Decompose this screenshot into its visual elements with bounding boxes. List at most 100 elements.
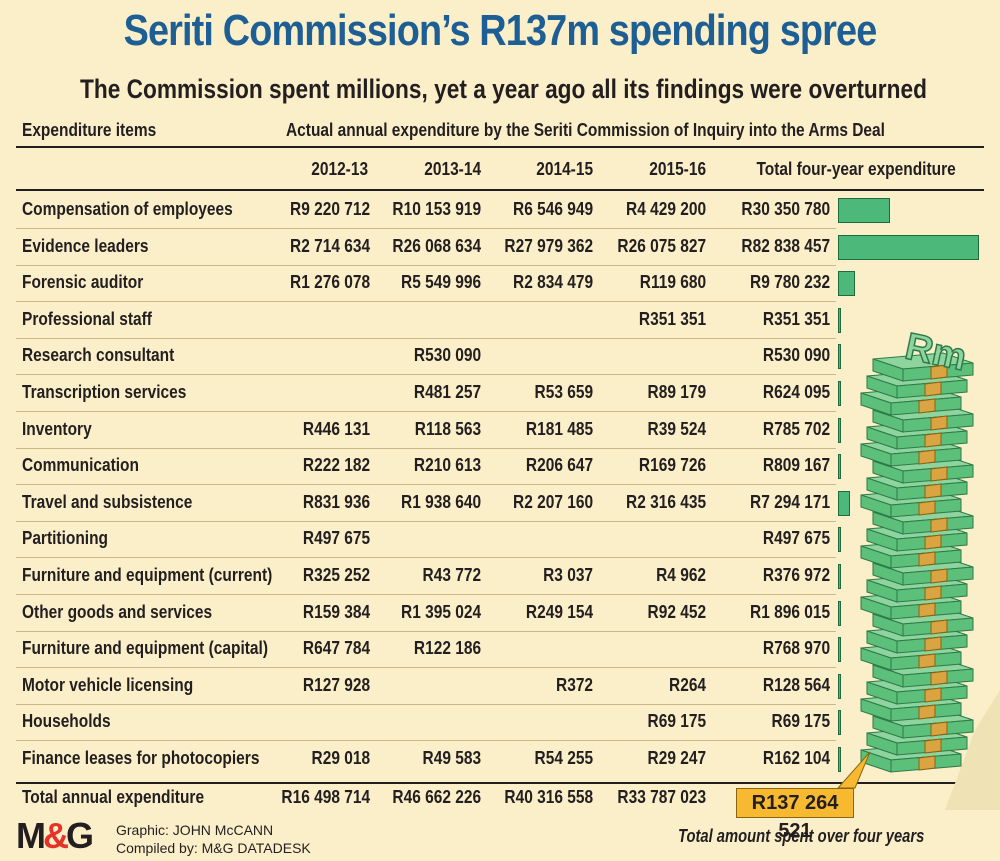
cell-total: R9 780 232 <box>749 272 830 293</box>
total-2012: R16 498 714 <box>281 787 370 807</box>
cell-2013: R481 257 <box>413 382 481 402</box>
cell-2013: R5 549 996 <box>400 272 481 293</box>
cell-2012: R647 784 <box>302 638 370 659</box>
cell-2012: R29 018 <box>311 748 370 768</box>
cell-2013: R210 613 <box>413 455 481 476</box>
cell-2013: R1 395 024 <box>400 601 481 622</box>
total-bar <box>838 381 841 406</box>
cell-2014: R54 255 <box>534 748 593 768</box>
money-bundle <box>866 624 968 654</box>
row-label: Communication <box>22 455 139 476</box>
cell-2014: R181 485 <box>525 418 593 439</box>
row-separator <box>16 667 836 669</box>
cell-2015: R92 452 <box>647 601 706 622</box>
row-label: Inventory <box>22 418 92 439</box>
callout-arrow <box>836 751 871 789</box>
cell-2012: R127 928 <box>302 674 370 695</box>
col-header-2014: 2014-15 <box>536 159 593 179</box>
total-bar <box>838 600 842 626</box>
total-bar <box>838 271 855 297</box>
compiled-credit: Compiled by: M&G DATADESK <box>116 840 311 856</box>
items-header: Expenditure items <box>22 120 157 140</box>
cell-2012: R159 384 <box>302 601 370 622</box>
row-label: Other goods and services <box>22 601 213 622</box>
graphic-credit: Graphic: JOHN McCANN <box>116 822 274 838</box>
cell-2013: R10 153 919 <box>392 199 481 219</box>
row-label: Research consultant <box>22 345 175 366</box>
cell-2015: R89 179 <box>647 382 706 402</box>
cell-2014: R6 546 949 <box>512 199 593 219</box>
total-bar <box>838 234 979 260</box>
total-bar <box>838 637 841 663</box>
cell-2015: R2 316 435 <box>625 491 706 512</box>
row-label: Finance leases for photocopiers <box>22 748 260 768</box>
logo-m: M <box>16 815 46 856</box>
cell-total: R69 175 <box>771 711 830 732</box>
row-separator <box>16 520 836 522</box>
row-label: Travel and subsistence <box>22 491 193 512</box>
row-label: Partitioning <box>22 528 108 549</box>
row-label: Furniture and equipment (current) <box>22 565 273 585</box>
total-bar <box>838 454 841 480</box>
col-header-2013: 2013-14 <box>424 159 481 179</box>
cell-2013: R530 090 <box>413 345 481 366</box>
cell-total: R7 294 171 <box>749 491 830 512</box>
money-bundle <box>872 403 974 433</box>
row-separator <box>16 301 836 303</box>
row-separator <box>16 337 836 339</box>
cell-2015: R119 680 <box>639 272 706 293</box>
cell-total: R785 702 <box>762 418 830 439</box>
row-separator <box>16 630 836 632</box>
total-bar <box>838 307 841 333</box>
cell-2013: R49 583 <box>422 748 481 768</box>
cell-2014: R3 037 <box>543 565 593 585</box>
cell-2012: R446 131 <box>302 418 370 439</box>
cell-total: R82 838 457 <box>741 235 830 256</box>
cell-2015: R4 429 200 <box>625 199 706 219</box>
cell-2015: R264 <box>668 674 706 695</box>
cell-2015: R26 075 827 <box>617 235 706 256</box>
total-bar <box>838 747 841 772</box>
cell-total: R128 564 <box>762 674 830 695</box>
col-header-2012: 2012-13 <box>311 159 368 179</box>
cell-2015: R39 524 <box>647 418 706 439</box>
cell-2013: R122 186 <box>413 638 481 659</box>
money-stack-illustration: Rm <box>860 325 1000 810</box>
cell-total: R530 090 <box>762 345 830 366</box>
cell-2014: R206 647 <box>525 455 593 476</box>
page-subtitle: The Commission spent millions, yet a yea… <box>80 74 927 104</box>
cell-total: R497 675 <box>762 528 830 549</box>
row-separator <box>16 447 836 449</box>
row-label: Compensation of employees <box>22 199 233 219</box>
table-description: Actual annual expenditure by the Seriti … <box>286 120 885 140</box>
cell-total: R624 095 <box>762 382 830 402</box>
total-2013: R46 662 226 <box>392 787 481 807</box>
cell-2012: R831 936 <box>302 491 370 512</box>
money-bundle <box>872 352 974 382</box>
row-label: Households <box>22 711 111 732</box>
row-label: Forensic auditor <box>22 272 144 293</box>
cell-total: R809 167 <box>762 455 830 476</box>
row-label: Evidence leaders <box>22 235 149 256</box>
cell-2015: R29 247 <box>647 748 706 768</box>
cell-2014: R2 207 160 <box>512 491 593 512</box>
cell-2014: R2 834 479 <box>512 272 593 293</box>
row-separator <box>16 264 836 266</box>
cell-2012: R1 276 078 <box>289 272 370 293</box>
cell-2014: R53 659 <box>534 382 593 402</box>
col-header-2015: 2015-16 <box>649 159 706 179</box>
total-2015: R33 787 023 <box>617 787 706 807</box>
total-bar <box>838 527 841 553</box>
row-label: Professional staff <box>22 308 152 329</box>
logo-g: G <box>66 815 94 856</box>
row-separator <box>16 557 836 559</box>
cell-total: R768 970 <box>762 638 830 659</box>
total-bar <box>838 490 851 516</box>
cell-2012: R497 675 <box>302 528 370 549</box>
totals-rule <box>16 782 984 784</box>
row-separator <box>16 484 836 486</box>
row-separator <box>16 228 836 229</box>
column-rule <box>16 189 984 191</box>
cell-2014: R372 <box>555 674 593 695</box>
row-label: Motor vehicle licensing <box>22 674 194 695</box>
